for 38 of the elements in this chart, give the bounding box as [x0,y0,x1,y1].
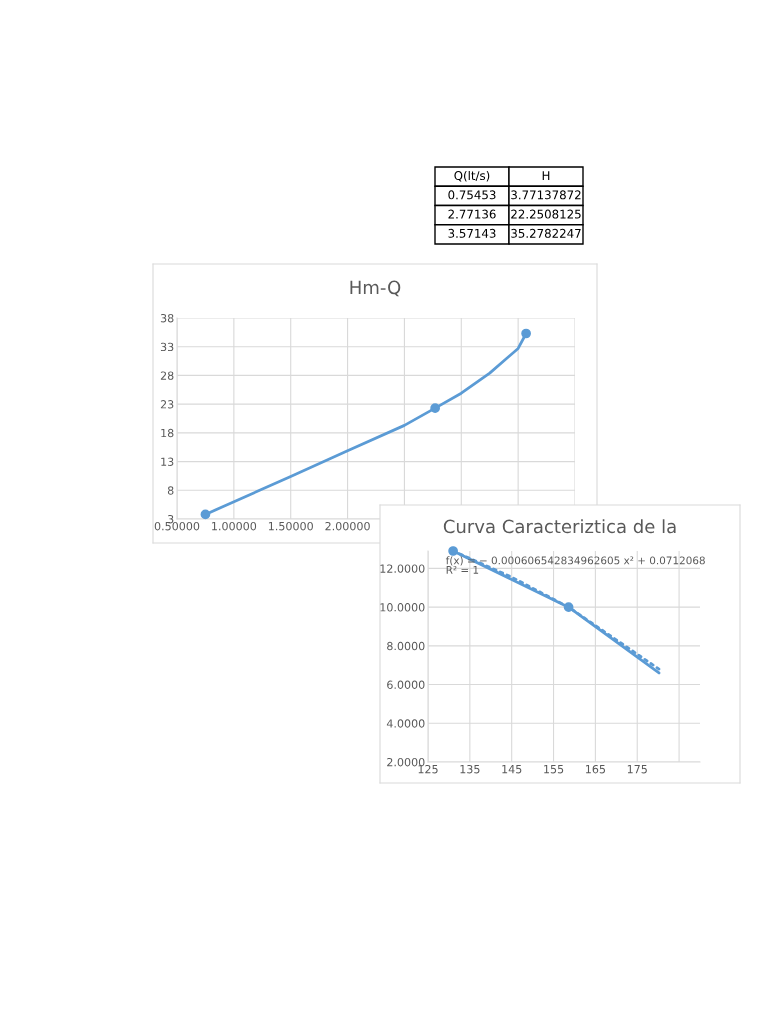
y-tick-label: 4.0000 [386,719,425,728]
x-tick-label: 165 [586,764,606,774]
y-tick-label: 6.0000 [387,680,425,689]
point [200,509,211,520]
y-tick-label: 33 [160,342,174,352]
x-tick-label: 125 [418,764,438,774]
text: 22.2508125 [511,209,581,219]
y-tick-label: 28 [160,371,174,380]
text: 3.77137872 [511,190,581,200]
text: 35.2782247 [511,228,581,238]
x-tick-label: 145 [502,765,522,774]
x-tick-label: 135 [460,764,480,774]
annotation: f(x) = − 0.000606542834962605 x² + 0.0712068 [445,556,705,566]
text: 3.57143 [448,228,496,238]
y-tick-label: 8.0000 [387,641,425,651]
y-tick-label: 10.0000 [380,603,425,612]
y-tick-label: 13 [161,457,174,466]
x-tick-label: 2.00000 [325,521,370,531]
text: Q(lt/s) [454,170,490,182]
x-tick-label: 0.50000 [154,521,200,531]
text: 0.75453 [448,190,496,200]
x-tick-label: 1.00000 [212,521,257,531]
y-tick-label: 38 [160,313,174,323]
y-tick-label: 18 [161,428,174,438]
x-tick-label: 155 [544,765,564,774]
point [521,328,531,339]
annotation: R² = 1 [446,565,479,574]
chart-title: Curva Caracteriztica de la [443,519,676,534]
chart-title: Hm-Q [350,280,401,297]
text: 2.77136 [448,209,496,219]
y-tick-label: 2.0000 [387,757,425,767]
x-tick-label: 1.50000 [268,521,313,531]
x-tick-label: 175 [627,765,647,774]
y-tick-label: 23 [160,400,174,409]
text: H [542,171,550,180]
point [430,403,440,414]
y-tick-label: 12.0000 [380,564,425,573]
y-tick-label: 8 [167,486,174,495]
